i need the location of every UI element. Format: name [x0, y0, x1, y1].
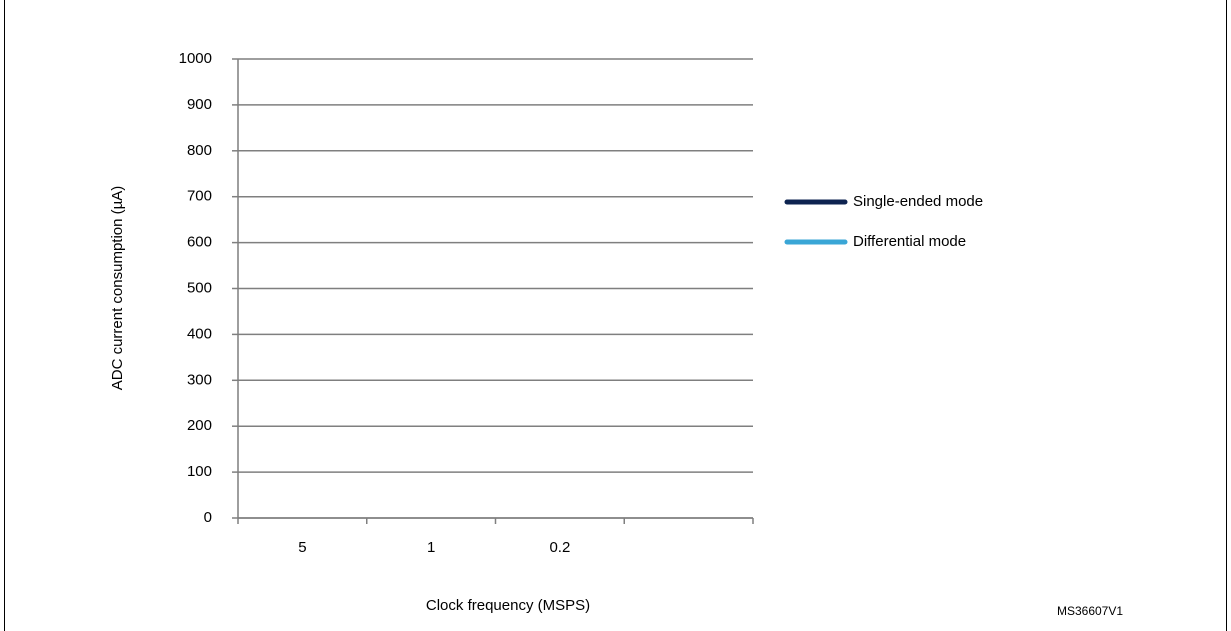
y-tick-label: 500: [187, 279, 212, 296]
x-tick-label: 0.2: [549, 539, 570, 556]
y-tick-label: 400: [187, 325, 212, 342]
legend-label: Single-ended mode: [853, 193, 983, 210]
y-tick-label: 700: [187, 188, 212, 205]
y-tick-label: 800: [187, 142, 212, 159]
y-axis-label: ADC current consumption (µA): [109, 186, 126, 391]
y-tick-label: 1000: [179, 50, 212, 67]
x-axis-label: Clock frequency (MSPS): [426, 597, 590, 614]
x-tick-label: 1: [427, 539, 435, 556]
y-tick-label: 100: [187, 463, 212, 480]
x-tick-label: 5: [298, 539, 306, 556]
y-tick-label: 900: [187, 96, 212, 113]
y-tick-label: 0: [204, 509, 212, 526]
y-tick-label: 600: [187, 234, 212, 251]
frame: [4, 0, 1227, 631]
y-tick-label: 200: [187, 417, 212, 434]
legend-label: Differential mode: [853, 233, 966, 250]
figure-id: MS36607V1: [1057, 604, 1123, 618]
y-tick-label: 300: [187, 371, 212, 388]
